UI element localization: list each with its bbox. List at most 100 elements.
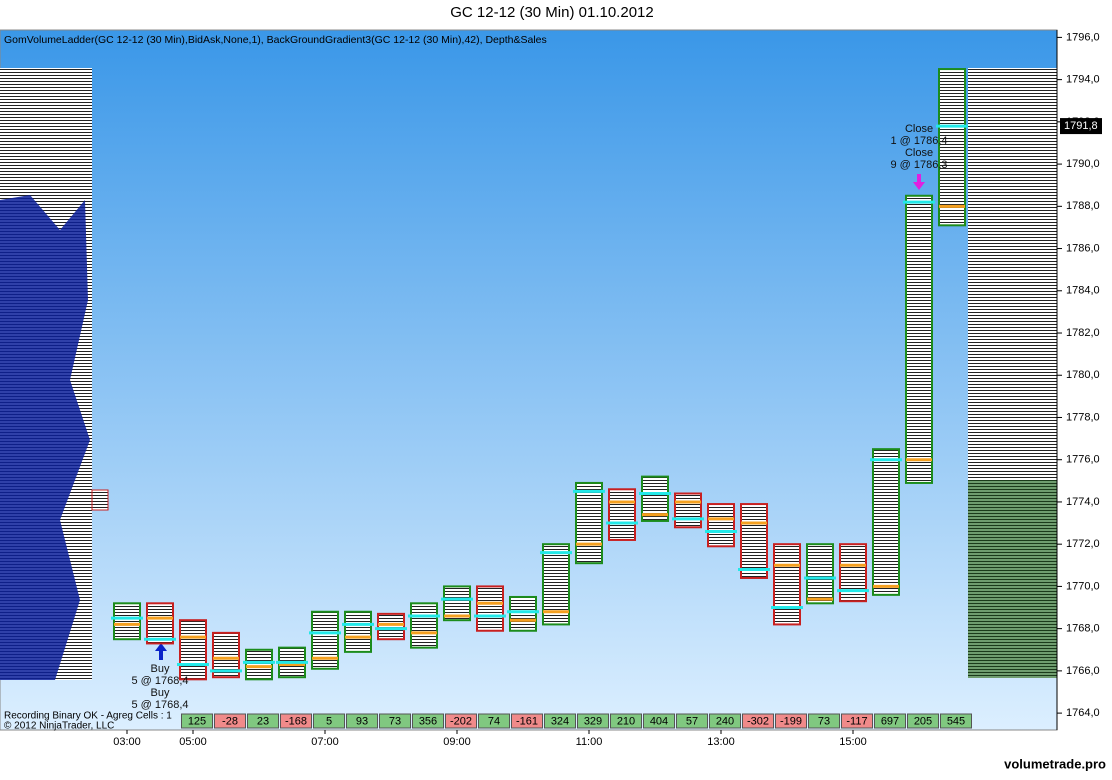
ladder-range — [179, 619, 207, 681]
delta-cell — [445, 713, 477, 729]
delta-cell — [874, 713, 906, 729]
x-tick-label: 07:00 — [311, 736, 339, 748]
delta-label: 73 — [818, 715, 830, 727]
delta-cell — [247, 713, 279, 729]
ladder-range — [872, 448, 900, 596]
annotation: 1 @ 1786,4 — [890, 135, 947, 147]
status-text: Recording Binary OK - Agreg Cells : 1 — [4, 711, 172, 722]
y-tick-label: 1774,0 — [1066, 496, 1100, 508]
delta-label: 205 — [914, 715, 932, 727]
delta-cell — [511, 713, 543, 729]
delta-cell — [478, 713, 510, 729]
delta-label: 93 — [356, 715, 368, 727]
delta-label: 210 — [617, 715, 635, 727]
delta-label: 697 — [881, 715, 899, 727]
delta-cell — [709, 713, 741, 729]
annotation: 9 @ 1786,3 — [890, 159, 947, 171]
delta-label: 23 — [257, 715, 269, 727]
ladder-range — [575, 481, 603, 565]
annotation: Close — [905, 123, 933, 135]
y-tick-label: 1794,0 — [1066, 74, 1100, 86]
delta-cell — [412, 713, 444, 729]
x-tick-label: 03:00 — [113, 736, 141, 748]
delta-label: -202 — [450, 715, 472, 727]
ladder-range — [608, 488, 636, 541]
delta-label: 74 — [488, 715, 500, 727]
y-tick-label: 1768,0 — [1066, 623, 1100, 635]
delta-label: -199 — [780, 715, 802, 727]
delta-label: 57 — [686, 715, 698, 727]
y-tick-label: 1782,0 — [1066, 327, 1100, 339]
x-tick-label: 11:00 — [576, 736, 603, 748]
delta-cell — [280, 713, 312, 729]
delta-cell — [610, 713, 642, 729]
copyright: © 2012 NinjaTrader, LLC — [4, 721, 114, 732]
delta-cell — [907, 713, 939, 729]
last-price-label: 1791,8 — [1064, 120, 1098, 132]
depth-marker — [91, 489, 109, 511]
delta-label: -168 — [285, 715, 307, 727]
delta-label: 240 — [716, 715, 734, 727]
delta-cell — [808, 713, 840, 729]
y-tick-label: 1776,0 — [1066, 454, 1100, 466]
delta-cell — [379, 713, 411, 729]
ladder-range — [806, 543, 834, 605]
annotation: Buy — [151, 687, 170, 699]
last-price-box — [1060, 118, 1102, 135]
y-tick-label: 1764,0 — [1066, 707, 1100, 719]
delta-cell — [841, 713, 873, 729]
ladder-range — [707, 503, 735, 548]
watermark: volumetrade.pro — [1004, 756, 1106, 771]
ladder-range — [311, 610, 339, 670]
annotation: Close — [905, 147, 933, 159]
delta-label: 125 — [188, 715, 206, 727]
ladder-range — [476, 585, 504, 632]
close-arrow — [913, 174, 925, 190]
delta-label: -117 — [846, 715, 867, 727]
y-tick-label: 1788,0 — [1066, 200, 1100, 212]
ladder-range — [740, 503, 768, 579]
delta-label: 73 — [389, 715, 401, 727]
annotation: 5 @ 1768,4 — [131, 675, 188, 687]
y-tick-label: 1780,0 — [1066, 369, 1100, 381]
delta-cell — [643, 713, 675, 729]
y-tick-label: 1770,0 — [1066, 580, 1100, 592]
depth-ladder-bid — [968, 480, 1057, 678]
delta-label: 324 — [551, 715, 569, 727]
ladder-range — [113, 602, 141, 641]
ladder-range — [410, 602, 438, 649]
x-tick-label: 09:00 — [443, 736, 471, 748]
delta-label: -28 — [222, 715, 238, 727]
delta-cell — [181, 713, 213, 729]
annotation: Buy — [151, 663, 170, 675]
indicator-label: GomVolumeLadder(GC 12-12 (30 Min),BidAsk… — [4, 34, 547, 46]
ladder-range — [905, 194, 933, 484]
x-tick-label: 15:00 — [839, 736, 867, 748]
delta-cell — [577, 713, 609, 729]
delta-cell — [742, 713, 774, 729]
y-tick-label: 1796,0 — [1066, 31, 1100, 43]
y-tick-label: 1790,0 — [1066, 158, 1100, 170]
y-tick-label: 1784,0 — [1066, 285, 1100, 297]
y-tick-label: 1766,0 — [1066, 665, 1100, 677]
delta-cell — [346, 713, 378, 729]
chart-title: GC 12-12 (30 Min) 01.10.2012 — [450, 4, 653, 21]
delta-label: -161 — [516, 715, 538, 727]
delta-label: -302 — [747, 715, 769, 727]
y-tick-label: 1778,0 — [1066, 411, 1100, 423]
annotation: 5 @ 1768,4 — [131, 699, 188, 711]
ladder-range — [938, 68, 966, 227]
delta-cell — [313, 713, 345, 729]
delta-label: 404 — [650, 715, 668, 727]
x-tick-label: 05:00 — [179, 736, 207, 748]
buy-arrow — [155, 643, 167, 660]
ladder-range — [146, 602, 174, 645]
delta-cell — [775, 713, 807, 729]
delta-cell — [940, 713, 972, 729]
ladder-range — [344, 610, 372, 653]
delta-label: 329 — [584, 715, 602, 727]
ladder-range — [509, 595, 537, 632]
ladder-range — [674, 492, 702, 529]
y-tick-label: 1786,0 — [1066, 242, 1100, 254]
